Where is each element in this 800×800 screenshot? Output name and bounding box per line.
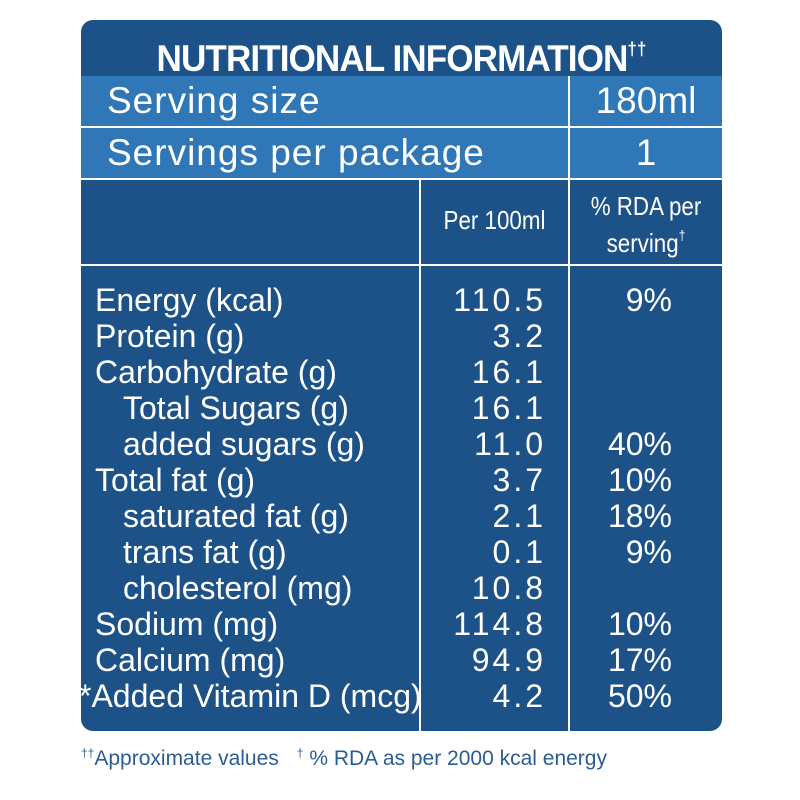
rda-header: % RDA per serving†	[581, 192, 712, 258]
rda-header-line2: serving†	[581, 221, 712, 258]
nutrient-name: Sodium (mg)	[95, 606, 279, 642]
nutrient-per-100ml: 16.1	[471, 390, 546, 426]
nutrient-rda: 40%	[607, 426, 672, 462]
nutrient-row: Energy (kcal) 110.5 9%	[81, 282, 722, 318]
nutrient-row: *Added Vitamin D (mcg) 4.2 50%	[81, 678, 722, 714]
nutrient-row: Total Sugars (g) 16.1	[81, 390, 722, 426]
nutrient-per-100ml: 11.0	[474, 426, 546, 462]
rda-header-line1: % RDA per	[590, 191, 702, 221]
nutrient-rda: 50%	[607, 678, 672, 714]
footnote-approximate: Approximate values	[94, 747, 279, 770]
panel-title: NUTRITIONAL INFORMATION††	[97, 20, 706, 79]
serving-size-value: 180ml	[595, 80, 697, 121]
nutrient-per-100ml: 0.1	[492, 534, 546, 570]
nutrient-per-100ml: 114.8	[453, 606, 546, 642]
nutrient-name: trans fat (g)	[123, 534, 287, 570]
nutrient-row: added sugars (g) 11.0 40%	[81, 426, 722, 462]
footnotes: ††Approximate values † % RDA as per 2000 …	[81, 746, 722, 771]
nutrient-rda: 10%	[607, 462, 672, 498]
title-mark: ††	[627, 39, 647, 59]
divider	[81, 126, 722, 128]
nutrient-rda: 10%	[607, 606, 672, 642]
title-text: NUTRITIONAL INFORMATION	[156, 38, 629, 79]
nutrient-name: Carbohydrate (g)	[95, 354, 337, 390]
nutrient-row: cholesterol (mg) 10.8	[81, 570, 722, 606]
nutrient-per-100ml: 3.2	[492, 318, 546, 354]
nutrient-row: Sodium (mg) 114.8 10%	[81, 606, 722, 642]
footnote-mark-1: ††	[81, 746, 95, 760]
servings-per-package-value: 1	[635, 132, 657, 173]
nutrient-per-100ml: 4.2	[492, 678, 546, 714]
nutrient-name: cholesterol (mg)	[123, 570, 353, 606]
rda-header-serving: serving	[606, 228, 679, 258]
nutrient-row: Calcium (mg) 94.9 17%	[81, 642, 722, 678]
nutrient-name: added sugars (g)	[123, 426, 365, 462]
nutrient-row: Carbohydrate (g) 16.1	[81, 354, 722, 390]
nutrient-per-100ml: 110.5	[453, 282, 546, 318]
nutrient-row: trans fat (g) 0.1 9%	[81, 534, 722, 570]
divider	[81, 178, 722, 180]
nutrient-rda: 9%	[625, 282, 672, 318]
nutrient-name: Energy (kcal)	[95, 282, 284, 318]
servings-per-package-row: Servings per package 1	[81, 128, 722, 178]
nutrient-per-100ml: 10.8	[471, 570, 546, 606]
nutrient-name: *Added Vitamin D (mcg)	[81, 678, 422, 714]
per-100ml-header: Per 100ml	[443, 205, 546, 235]
nutrient-row: Protein (g) 3.2	[81, 318, 722, 354]
divider	[81, 264, 722, 266]
column-divider-rda	[568, 76, 570, 731]
nutrient-rda: 17%	[607, 642, 672, 678]
nutrition-panel: NUTRITIONAL INFORMATION†† Serving size 1…	[81, 20, 722, 731]
serving-size-row: Serving size 180ml	[81, 76, 722, 126]
nutrient-name: Calcium (mg)	[95, 642, 286, 678]
nutrient-name: Total fat (g)	[95, 462, 256, 498]
nutrient-per-100ml: 2.1	[492, 498, 546, 534]
nutrient-name: Protein (g)	[95, 318, 245, 354]
nutrient-row: Total fat (g) 3.7 10%	[81, 462, 722, 498]
nutrient-row: saturated fat (g) 2.1 18%	[81, 498, 722, 534]
nutrient-name: Total Sugars (g)	[123, 390, 349, 426]
rda-header-mark: †	[678, 227, 686, 243]
column-divider-per100	[419, 178, 421, 731]
nutrient-per-100ml: 16.1	[471, 354, 546, 390]
footnote-rda: % RDA as per 2000 kcal energy	[303, 747, 607, 770]
nutrient-per-100ml: 94.9	[471, 642, 546, 678]
nutrient-name: saturated fat (g)	[123, 498, 349, 534]
footnote-mark-2: †	[296, 746, 304, 760]
nutrient-per-100ml: 3.7	[492, 462, 546, 498]
nutrient-rda: 18%	[607, 498, 672, 534]
serving-size-label: Serving size	[107, 80, 321, 121]
servings-per-package-label: Servings per package	[107, 132, 485, 173]
nutrient-rda: 9%	[625, 534, 672, 570]
